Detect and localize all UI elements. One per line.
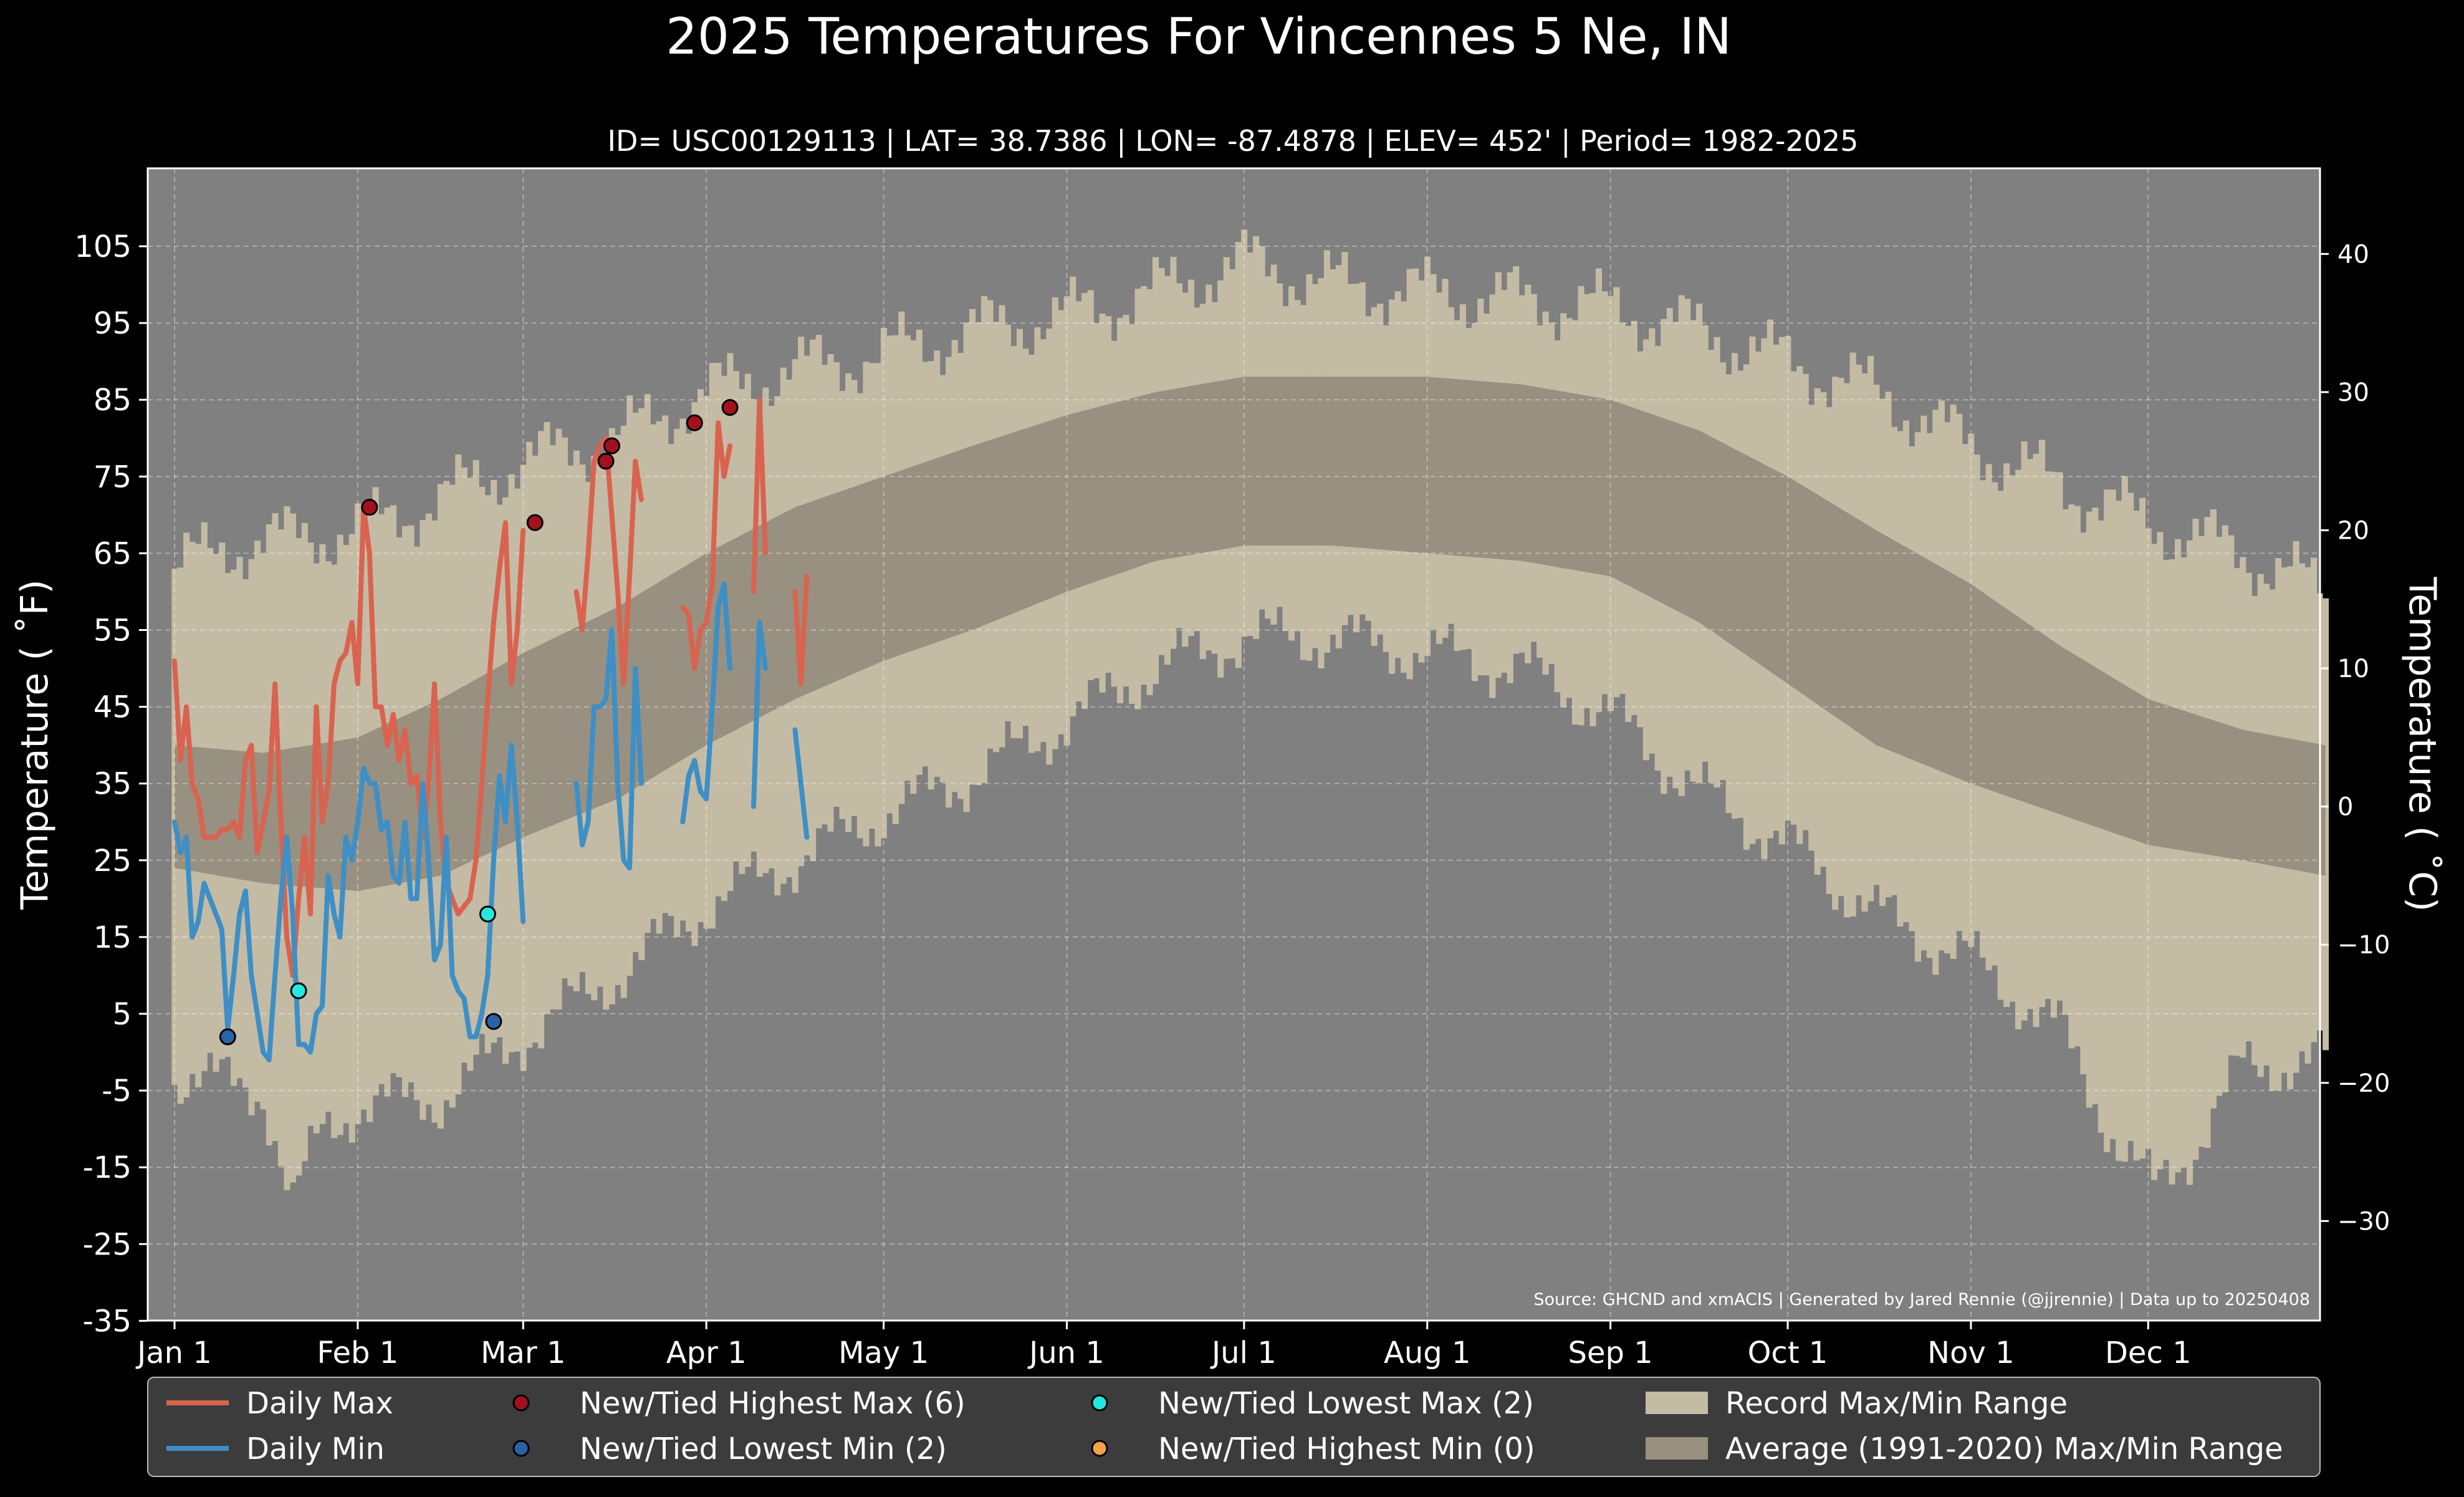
y-tick-label-right: 20 xyxy=(2337,516,2369,545)
record-range-bar xyxy=(2186,540,2193,1185)
legend-marker-swatch xyxy=(1091,1440,1108,1457)
x-tick-label: Nov 1 xyxy=(1927,1336,2014,1370)
legend-label: Daily Max xyxy=(246,1386,393,1421)
y-tick-label: -25 xyxy=(83,1227,132,1262)
daily-min-line xyxy=(792,727,810,840)
y-tick-label: 35 xyxy=(93,767,132,802)
daily-min-line xyxy=(172,743,526,1062)
legend: Daily Max New/Tied Highest Max (6) New/Tie… xyxy=(147,1377,2321,1477)
y-tick-label-right: 10 xyxy=(2337,655,2369,683)
legend-label: New/Tied Highest Min (0) xyxy=(1158,1432,1535,1466)
record-range-bar xyxy=(2157,532,2164,1170)
y-axis-label-left: Temperature ( ˚F) xyxy=(13,579,57,910)
legend-label: New/Tied Highest Max (6) xyxy=(580,1386,966,1421)
y-axis-right: 40 30 20 10 0 −10 −20 −30 xyxy=(2320,240,2390,1236)
y-tick-label-right: 30 xyxy=(2337,378,2369,407)
x-tick-label: Sep 1 xyxy=(1568,1336,1653,1370)
y-tick-label: 85 xyxy=(93,383,132,418)
record-range-bar xyxy=(2175,539,2182,1173)
x-tick-label: Feb 1 xyxy=(317,1336,398,1370)
y-tick-label: 75 xyxy=(93,460,132,494)
daily-max-line xyxy=(573,435,644,686)
lowest-max-marker xyxy=(479,905,496,923)
y-tick-label: -5 xyxy=(102,1074,132,1109)
lowest-min-marker xyxy=(485,1013,502,1030)
y-tick-label: 5 xyxy=(112,997,132,1032)
x-tick-label: Jul 1 xyxy=(1210,1336,1277,1370)
series-lines xyxy=(172,397,810,1062)
chart-subtitle: ID= USC00129113 | LAT= 38.7386 | LON= -8… xyxy=(607,124,1858,158)
chart-title: 2025 Temperatures For Vincennes 5 Ne, IN xyxy=(666,7,1732,65)
y-tick-label-right: −20 xyxy=(2337,1069,2390,1098)
y-tick-label: -35 xyxy=(83,1304,132,1339)
record-range-bar xyxy=(2180,557,2187,1168)
y-tick-label: 95 xyxy=(93,306,132,341)
highest-max-marker xyxy=(361,499,378,516)
x-tick-label: May 1 xyxy=(838,1336,929,1370)
source-note: Source: GHCND and xmACIS | Generated by … xyxy=(1533,1290,2310,1309)
x-tick-label: Oct 1 xyxy=(1748,1336,1828,1370)
lowest-max-marker xyxy=(290,982,307,999)
daily-min-line xyxy=(680,581,733,825)
lowest-min-marker xyxy=(219,1028,236,1046)
record-markers xyxy=(219,399,739,1046)
y-tick-label: 15 xyxy=(93,920,132,955)
y-tick-label: 45 xyxy=(93,690,132,725)
daily-max-line xyxy=(792,574,810,686)
daily-max-line xyxy=(751,397,768,594)
highest-max-marker xyxy=(597,453,615,470)
legend-label: Average (1991-2020) Max/Min Range xyxy=(1725,1432,2283,1466)
x-tick-label: Jun 1 xyxy=(1027,1336,1105,1370)
y-tick-label-right: 0 xyxy=(2337,793,2353,822)
highest-max-marker xyxy=(721,399,739,416)
record-range-bar xyxy=(2323,598,2329,1051)
legend-marker-swatch xyxy=(512,1394,530,1412)
x-tick-label: Aug 1 xyxy=(1384,1336,1471,1370)
highest-max-marker xyxy=(686,414,703,431)
legend-marker-swatch xyxy=(512,1440,530,1457)
y-tick-label: 65 xyxy=(93,536,132,571)
record-range-bar xyxy=(2169,559,2175,1185)
x-tick-label: Dec 1 xyxy=(2105,1336,2192,1370)
plot-frame xyxy=(146,167,2321,1322)
y-tick-label-right: 40 xyxy=(2337,240,2369,269)
legend-box xyxy=(147,1377,2321,1477)
legend-label: New/Tied Lowest Min (2) xyxy=(580,1432,947,1466)
x-tick-label: Jan 1 xyxy=(135,1336,212,1370)
highest-max-marker xyxy=(526,514,544,531)
x-tick-label: Mar 1 xyxy=(481,1336,565,1370)
x-tick-label: Apr 1 xyxy=(666,1336,747,1370)
y-tick-label: -15 xyxy=(83,1150,132,1185)
y-tick-label-right: −30 xyxy=(2337,1207,2390,1236)
highest-max-marker xyxy=(603,437,621,455)
legend-patch-swatch xyxy=(1646,1437,1708,1460)
x-axis: Jan 1 Feb 1 Mar 1 Apr 1 May 1 Jun 1 Jul 1 Aug 1… xyxy=(135,1321,2192,1370)
daily-min-line xyxy=(573,627,644,871)
y-tick-label: 105 xyxy=(74,229,132,264)
daily-min-line xyxy=(751,620,768,809)
y-tick-label: 25 xyxy=(93,844,132,878)
legend-label: Daily Min xyxy=(246,1432,385,1466)
legend-label: Record Max/Min Range xyxy=(1725,1386,2068,1421)
record-range-bar xyxy=(2163,560,2170,1160)
daily-max-line xyxy=(680,420,733,671)
legend-patch-swatch xyxy=(1646,1392,1708,1414)
average-range-band xyxy=(175,377,2326,891)
legend-label: New/Tied Lowest Max (2) xyxy=(1158,1386,1534,1421)
record-range-bar xyxy=(2151,544,2158,1180)
legend-marker-swatch xyxy=(1091,1394,1108,1412)
y-tick-label-right: −10 xyxy=(2337,931,2390,960)
daily-max-line xyxy=(172,504,526,978)
y-tick-label: 55 xyxy=(93,614,132,648)
y-axis-label-right: Temperature ( ˚C) xyxy=(2400,577,2444,912)
plot-area: Source: GHCND and xmACIS | Generated by … xyxy=(146,167,2329,1322)
y-axis-left: 105 95 85 75 65 55 45 35 25 15 5 -5 -15 -25 -35 xyxy=(74,229,148,1339)
